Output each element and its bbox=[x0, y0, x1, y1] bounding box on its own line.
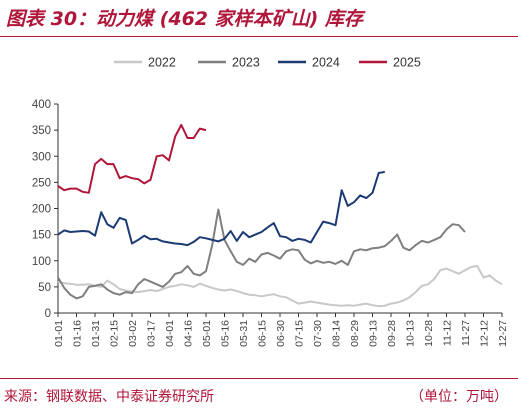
x-tick-label: 09-13 bbox=[368, 320, 380, 347]
unit-note: （单位：万吨） bbox=[410, 389, 508, 405]
x-tick-label: 04-16 bbox=[183, 320, 195, 347]
x-tick-label: 05-01 bbox=[201, 320, 213, 347]
x-tick-label: 06-15 bbox=[257, 320, 269, 347]
x-tick-label: 06-30 bbox=[275, 320, 287, 347]
series-line-2023 bbox=[57, 208, 466, 300]
y-tick-label: 100 bbox=[32, 256, 51, 268]
legend-label-2022: 2022 bbox=[148, 56, 176, 70]
x-tick-label: 10-28 bbox=[423, 320, 435, 347]
x-tick-label: 01-31 bbox=[90, 320, 102, 347]
x-tick-label: 07-15 bbox=[294, 320, 306, 347]
x-tick-label: 11-27 bbox=[460, 320, 472, 346]
y-tick-label: 50 bbox=[38, 282, 51, 294]
y-tick-label: 0 bbox=[45, 308, 51, 320]
x-tick-label: 12-27 bbox=[497, 320, 509, 347]
y-tick-label: 300 bbox=[32, 151, 51, 163]
y-tick-label: 400 bbox=[32, 99, 51, 111]
source-divider bbox=[0, 378, 518, 379]
x-tick-label: 10-13 bbox=[405, 320, 417, 347]
x-tick-label: 08-29 bbox=[349, 320, 361, 347]
x-tick-label: 03-17 bbox=[146, 320, 158, 347]
x-tick-label: 09-28 bbox=[386, 320, 398, 347]
series-line-2025 bbox=[57, 123, 207, 194]
series-line-2024 bbox=[57, 170, 385, 247]
legend-label-2023: 2023 bbox=[232, 56, 260, 70]
x-tick-label: 05-16 bbox=[220, 320, 232, 347]
x-tick-label: 02-15 bbox=[109, 320, 121, 347]
x-tick-label: 04-01 bbox=[164, 320, 176, 347]
y-tick-label: 350 bbox=[32, 125, 51, 137]
x-tick-label: 01-16 bbox=[72, 320, 84, 347]
chart-legend: 2022 2023 2024 2025 bbox=[114, 56, 421, 70]
x-tick-label: 01-01 bbox=[53, 320, 65, 347]
chart-axes bbox=[57, 104, 502, 314]
x-tick-label: 07-30 bbox=[312, 320, 324, 347]
x-axis-ticks: 01-01 01-16 01-31 02-15 03-02 03-17 04-01 04-16… bbox=[53, 313, 509, 347]
legend-label-2024: 2024 bbox=[312, 56, 340, 70]
title-divider bbox=[0, 36, 518, 37]
chart-title: 图表 30：动力煤 (462 家样本矿山) 库存 bbox=[6, 8, 363, 30]
line-chart: 2022 2023 2024 2025 0 50 100 150 200 250 300 350 40… bbox=[32, 56, 509, 347]
y-tick-label: 150 bbox=[32, 230, 51, 242]
chart-series bbox=[57, 123, 503, 308]
x-tick-label: 03-02 bbox=[127, 320, 139, 347]
x-tick-label: 08-14 bbox=[331, 320, 343, 347]
x-tick-label: 12-12 bbox=[479, 320, 491, 347]
y-tick-label: 200 bbox=[32, 204, 51, 216]
legend-label-2025: 2025 bbox=[393, 56, 421, 70]
x-tick-label: 11-12 bbox=[442, 320, 454, 346]
source-note: 来源：钢联数据、中泰证券研究所 bbox=[4, 389, 214, 405]
series-line-2022 bbox=[57, 265, 503, 308]
y-tick-label: 250 bbox=[32, 177, 51, 189]
y-axis-ticks: 0 50 100 150 200 250 300 350 400 bbox=[32, 99, 58, 320]
x-tick-label: 05-31 bbox=[238, 320, 250, 347]
